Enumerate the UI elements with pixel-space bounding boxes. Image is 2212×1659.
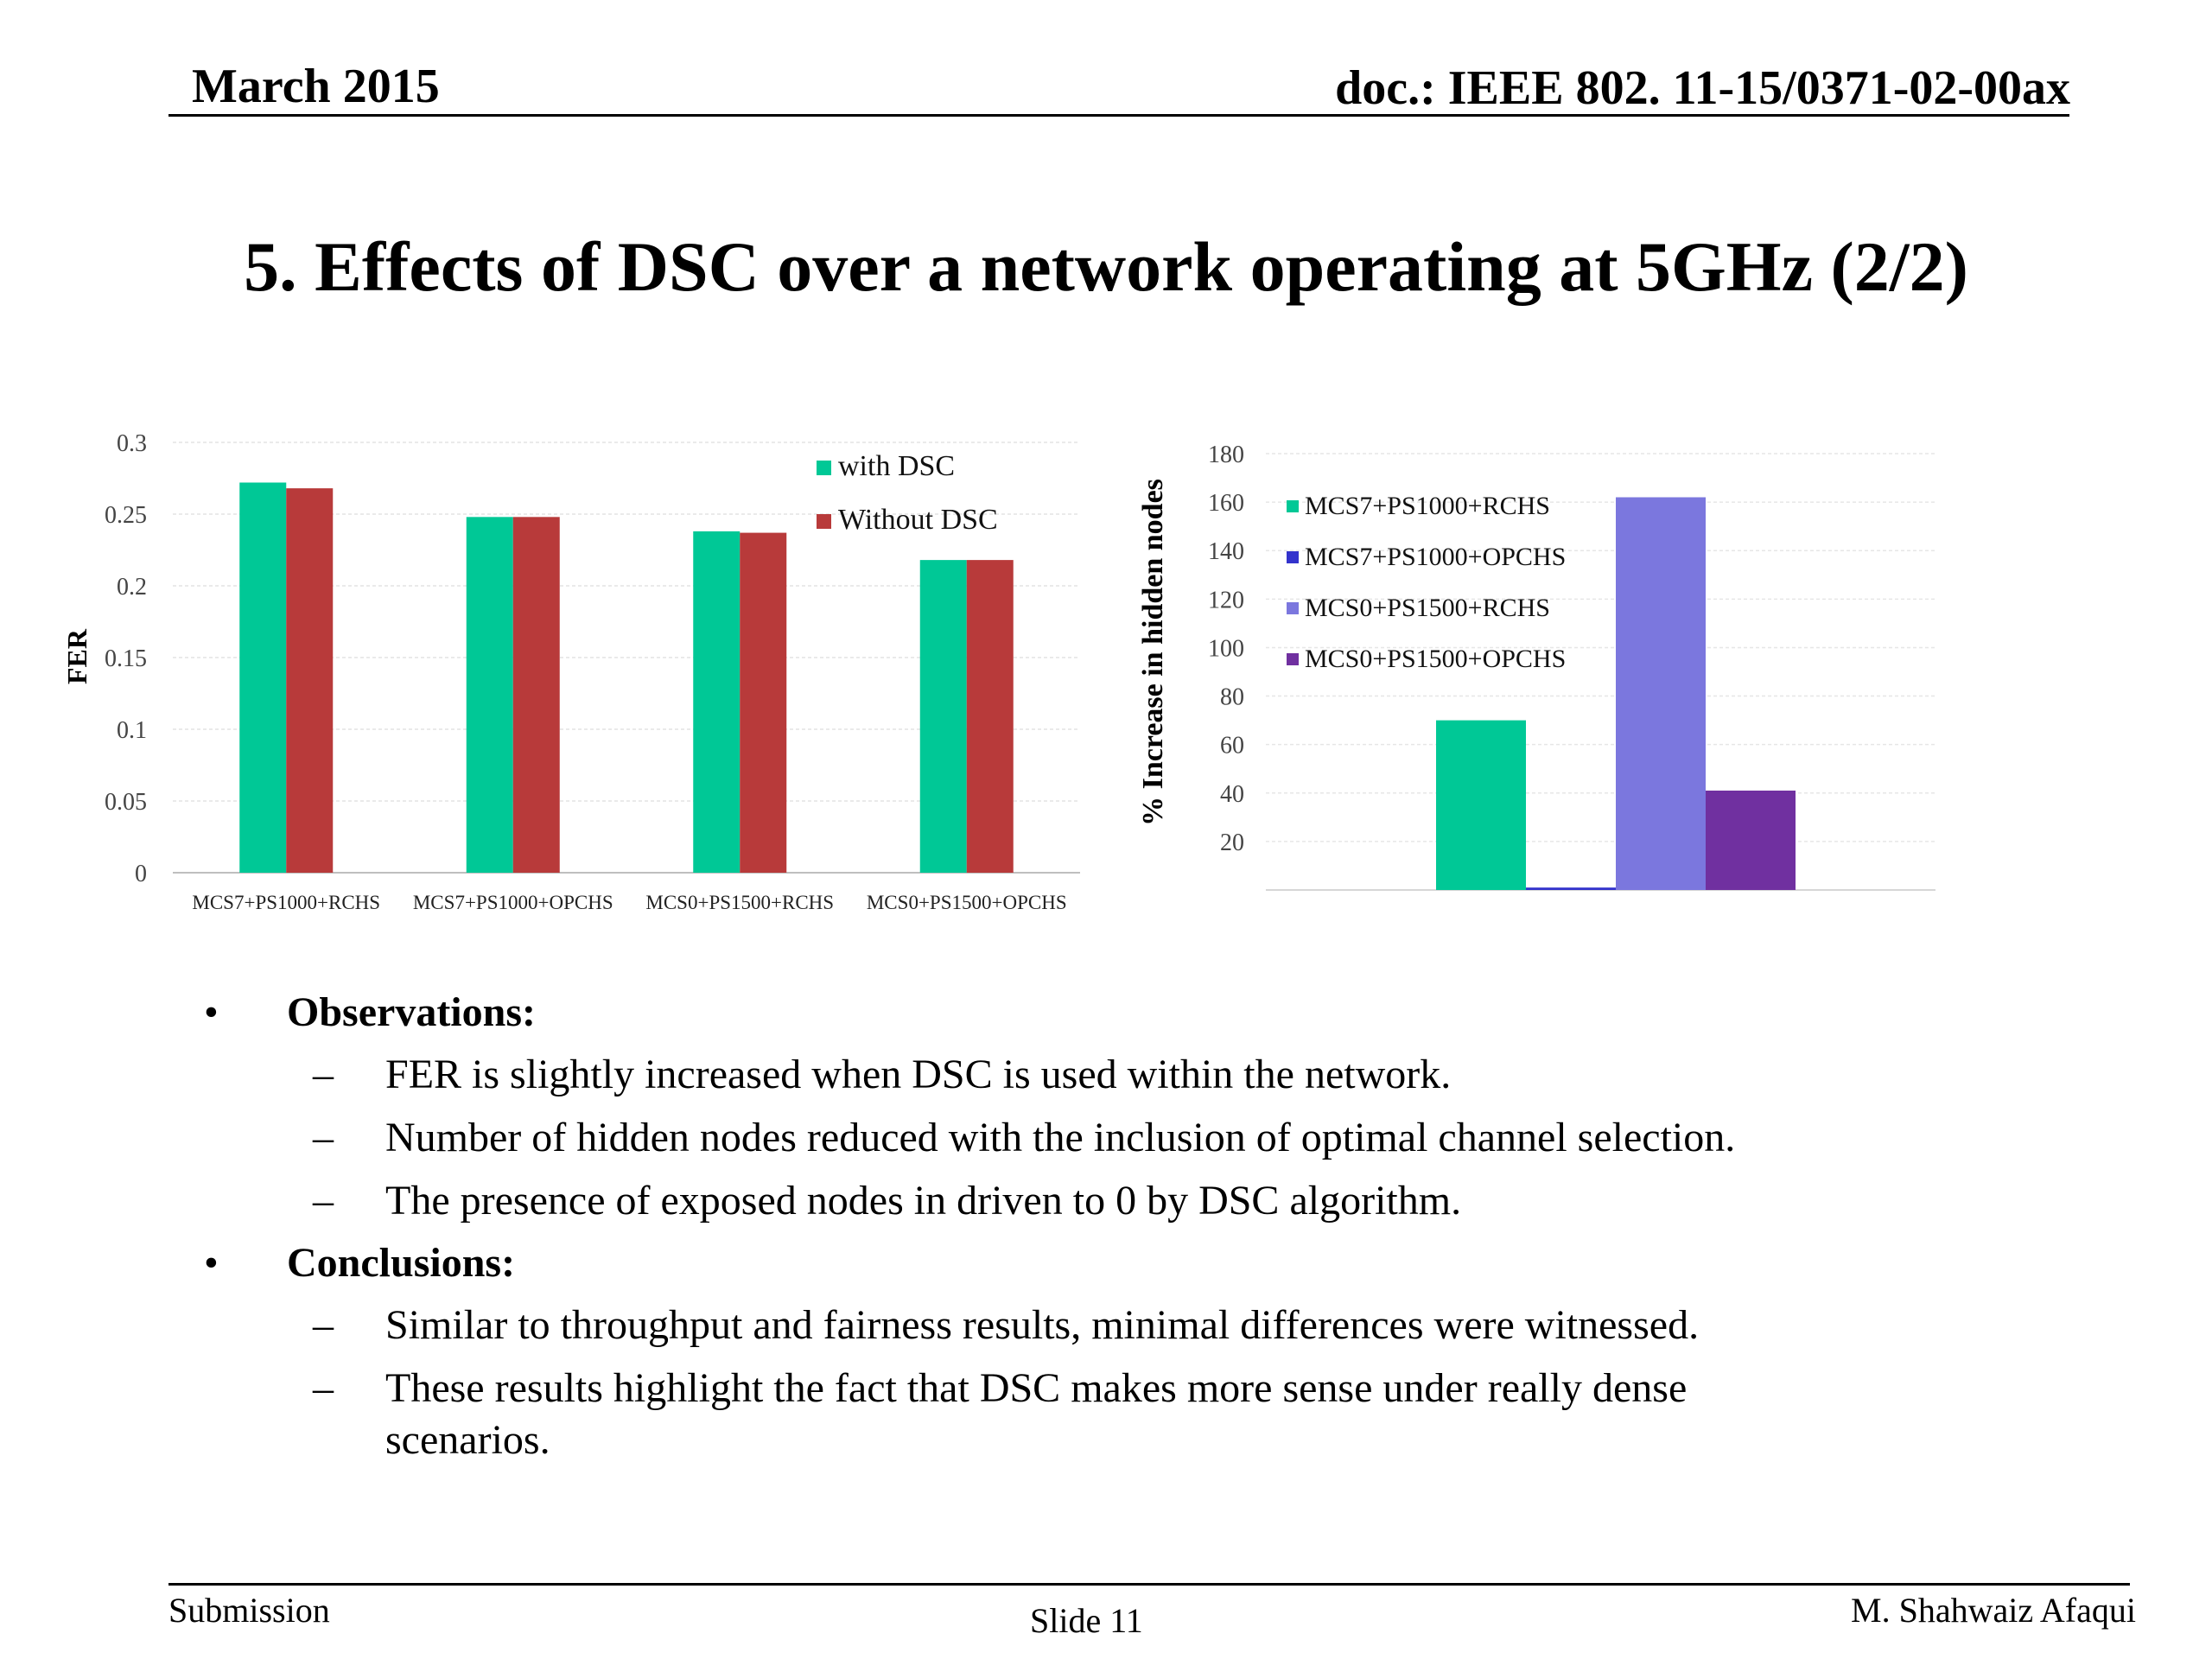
fer-bar	[693, 531, 741, 873]
footer-submission: Submission	[168, 1591, 330, 1630]
observation-item-3: The presence of exposed nodes in driven …	[385, 1178, 1462, 1224]
conclusion-item-2: These results highlight the fact that DS…	[385, 1365, 1688, 1411]
hidden-nodes-y-tick-label: 20	[1220, 830, 1244, 856]
hidden-nodes-y-axis-label: % Increase in hidden nodes	[1137, 479, 1169, 826]
fer-y-tick-label: 0.2	[117, 574, 147, 601]
fer-legend-label: with DSC	[838, 450, 955, 482]
fer-y-tick-label: 0.3	[117, 430, 147, 457]
fer-bar	[239, 482, 287, 873]
footer-author: M. Shahwaiz Afaqui	[1851, 1591, 2136, 1630]
fer-y-axis-label: FER	[61, 628, 92, 684]
hidden-nodes-y-tick-label: 180	[1208, 442, 1244, 468]
fer-bar	[512, 517, 560, 873]
hidden-nodes-y-tick-label: 100	[1208, 635, 1244, 662]
dash-obs-1: –	[313, 1052, 334, 1097]
header-doc-id: doc.: IEEE 802. 11-15/0371-02-00ax	[1335, 61, 2070, 115]
fer-y-tick-label: 0.05	[105, 789, 147, 816]
hidden-nodes-bar	[1616, 497, 1706, 890]
observation-item-2: Number of hidden nodes reduced with the …	[385, 1115, 1736, 1160]
conclusions-heading: Conclusions:	[287, 1240, 516, 1286]
observation-item-1: FER is slightly increased when DSC is us…	[385, 1052, 1452, 1097]
conclusion-item-2-cont: scenarios.	[385, 1417, 550, 1463]
hidden-nodes-y-tick-label: 80	[1220, 684, 1244, 711]
fer-x-tick-label: MCS0+PS1500+OPCHS	[867, 892, 1067, 913]
hidden-nodes-y-tick-label: 60	[1220, 733, 1244, 760]
dash-con-2: –	[313, 1365, 334, 1411]
hidden-nodes-legend-swatch	[1287, 551, 1299, 563]
hidden-nodes-legend-swatch	[1287, 653, 1299, 665]
fer-legend-swatch	[817, 461, 831, 475]
fer-bar	[919, 560, 967, 873]
fer-y-tick-label: 0	[135, 861, 147, 887]
fer-legend-label: Without DSC	[838, 504, 998, 536]
slide-title: 5. Effects of DSC over a network operati…	[244, 227, 1968, 306]
hidden-nodes-legend-swatch	[1287, 500, 1299, 512]
fer-y-tick-label: 0.1	[117, 717, 147, 744]
hidden-nodes-bar	[1526, 887, 1616, 890]
hidden-nodes-legend-label: MCS7+PS1000+RCHS	[1305, 492, 1550, 520]
hidden-nodes-bar	[1436, 720, 1526, 890]
fer-bar	[466, 517, 513, 873]
fer-x-tick-label: MCS7+PS1000+RCHS	[192, 892, 380, 913]
fer-legend-swatch	[817, 514, 831, 529]
dash-obs-3: –	[313, 1178, 334, 1224]
observations-heading: Observations:	[287, 989, 536, 1035]
conclusion-item-1: Similar to throughput and fairness resul…	[385, 1302, 1700, 1348]
fer-y-tick-label: 0.15	[105, 645, 147, 672]
hidden-nodes-bar	[1706, 790, 1796, 890]
fer-y-tick-label: 0.25	[105, 502, 147, 529]
bullet-observations: •	[204, 989, 219, 1035]
hidden-nodes-y-tick-label: 160	[1208, 490, 1244, 517]
fer-x-tick-label: MCS7+PS1000+OPCHS	[413, 892, 613, 913]
fer-chart: 0 0.05 0.1 0.15 0.2 0.25 0.3 MCS7+PS1000+RCHS M…	[61, 430, 1080, 913]
hidden-nodes-y-tick-label: 40	[1220, 781, 1244, 808]
hidden-nodes-legend-label: MCS7+PS1000+OPCHS	[1305, 543, 1566, 571]
fer-bar	[286, 488, 334, 873]
fer-bar	[966, 560, 1014, 873]
hidden-nodes-legend-label: MCS0+PS1500+OPCHS	[1305, 645, 1566, 673]
fer-bar	[740, 532, 787, 873]
dash-obs-2: –	[313, 1115, 334, 1160]
fer-x-tick-label: MCS0+PS1500+RCHS	[645, 892, 834, 913]
hidden-nodes-chart: 20 40 60 80 100 120 140 160 180 MCS7+PS1000+RCHS…	[1137, 442, 1936, 891]
hidden-nodes-legend-label: MCS0+PS1500+RCHS	[1305, 594, 1550, 622]
hidden-nodes-y-tick-label: 120	[1208, 587, 1244, 613]
hidden-nodes-y-tick-label: 140	[1208, 538, 1244, 565]
header-rule	[168, 114, 2069, 117]
footer-rule	[168, 1583, 2130, 1586]
hidden-nodes-legend-swatch	[1287, 602, 1299, 614]
header-date: March 2015	[192, 60, 440, 113]
dash-con-1: –	[313, 1302, 334, 1348]
footer-slide-number: Slide 11	[1030, 1601, 1143, 1640]
bullet-conclusions: •	[204, 1240, 219, 1286]
